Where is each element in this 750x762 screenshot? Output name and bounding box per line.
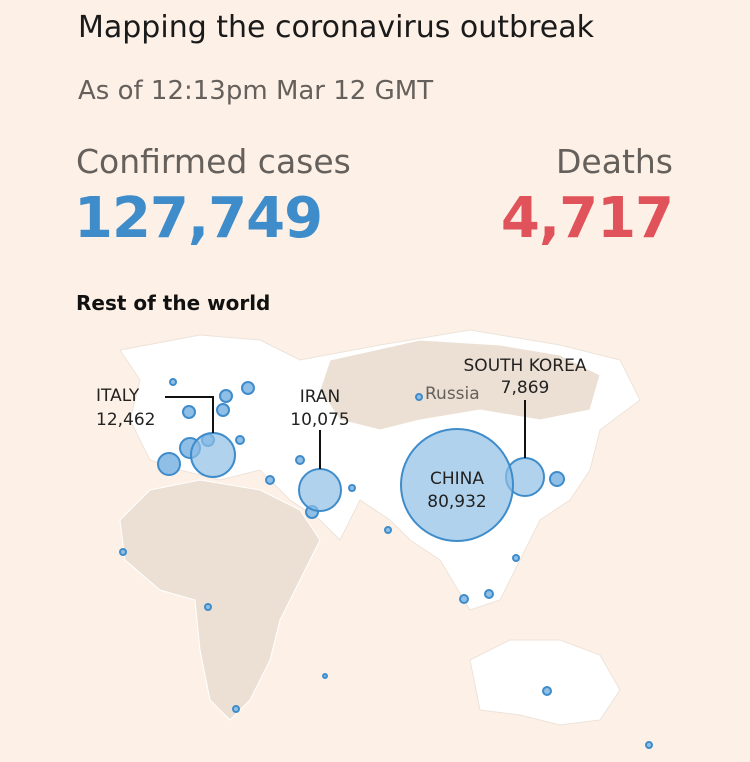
- bubble: [235, 435, 245, 445]
- stat-value: 4,717: [500, 186, 674, 251]
- place-label: ITALY: [96, 386, 140, 406]
- bubble: [484, 589, 494, 599]
- stat-value: 127,749: [74, 186, 323, 251]
- title: Mapping the coronavirus outbreak: [78, 10, 594, 45]
- bubble: [549, 471, 565, 487]
- bubble: [265, 475, 275, 485]
- bubble: [119, 548, 127, 556]
- place-label: CHINA: [430, 469, 484, 489]
- bubble: [295, 455, 305, 465]
- map-title: Rest of the world: [76, 291, 271, 315]
- bubble: [219, 389, 233, 403]
- region: [319, 339, 601, 431]
- land: [469, 639, 621, 726]
- bubble: [182, 405, 196, 419]
- bubble: [169, 378, 177, 386]
- stat-label: Confirmed cases: [76, 142, 351, 181]
- place-value: 12,462: [96, 410, 155, 430]
- bubble: [157, 452, 181, 476]
- bubble: [348, 484, 356, 492]
- bubble: [216, 403, 230, 417]
- place-label: IRAN: [300, 387, 340, 407]
- place-value: 10,075: [290, 410, 349, 430]
- place-value: 80,932: [427, 492, 486, 512]
- bubble: [204, 603, 212, 611]
- bubble-italy: [190, 432, 236, 478]
- bubble: [232, 705, 240, 713]
- bubble-china: [400, 428, 514, 542]
- place-value: 7,869: [501, 378, 550, 398]
- subtitle: As of 12:13pm Mar 12 GMT: [78, 76, 434, 106]
- place-label: SOUTH KOREA: [464, 356, 587, 376]
- stat-label: Deaths: [556, 142, 673, 181]
- bubble: [459, 594, 469, 604]
- region-label: Russia: [425, 384, 480, 404]
- bubble: [415, 393, 423, 401]
- leader-line: [165, 396, 214, 433]
- bubble: [542, 686, 552, 696]
- bubble: [512, 554, 520, 562]
- bubble: [241, 381, 255, 395]
- bubble: [384, 526, 392, 534]
- bubble-iran: [298, 468, 342, 512]
- bubble: [645, 741, 653, 749]
- bubble: [322, 673, 328, 679]
- map: ITALY 12,462 IRAN 10,075 SOUTH KOREA 7,8…: [96, 329, 653, 749]
- region: [119, 479, 321, 721]
